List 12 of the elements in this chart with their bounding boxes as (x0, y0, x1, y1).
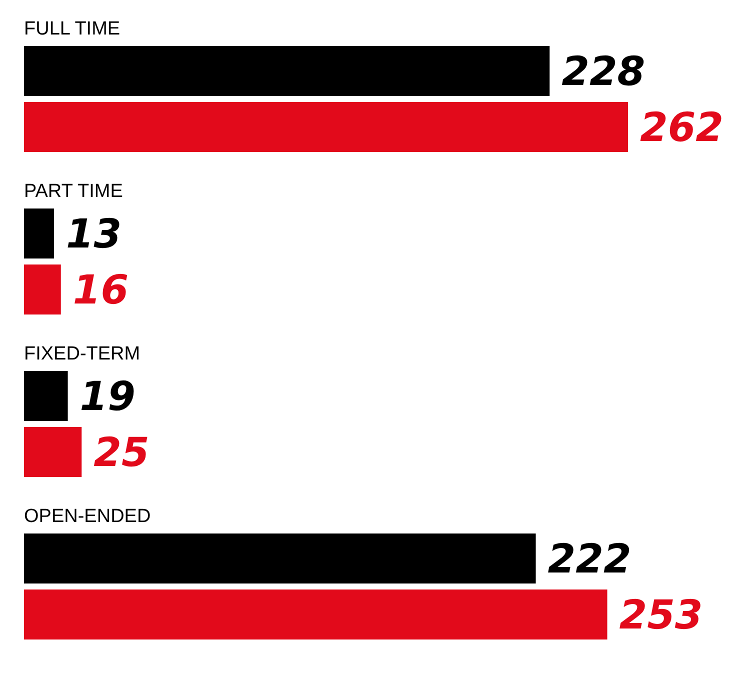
y-tick-label: FIXED-TERM (24, 343, 140, 364)
data-label: 253 (619, 592, 703, 639)
data-label: 262 (640, 105, 724, 152)
data-label: 19 (80, 374, 136, 420)
y-tick-label: FULL TIME (24, 18, 120, 40)
data-label: 222 (548, 536, 632, 583)
data-label: 228 (562, 49, 646, 96)
y-tick-label: OPEN-ENDED (24, 506, 151, 527)
data-label: 13 (66, 212, 122, 258)
data-label: 25 (94, 430, 150, 476)
y-tick-label: PART TIME (24, 180, 123, 202)
data-label: 16 (72, 268, 129, 314)
